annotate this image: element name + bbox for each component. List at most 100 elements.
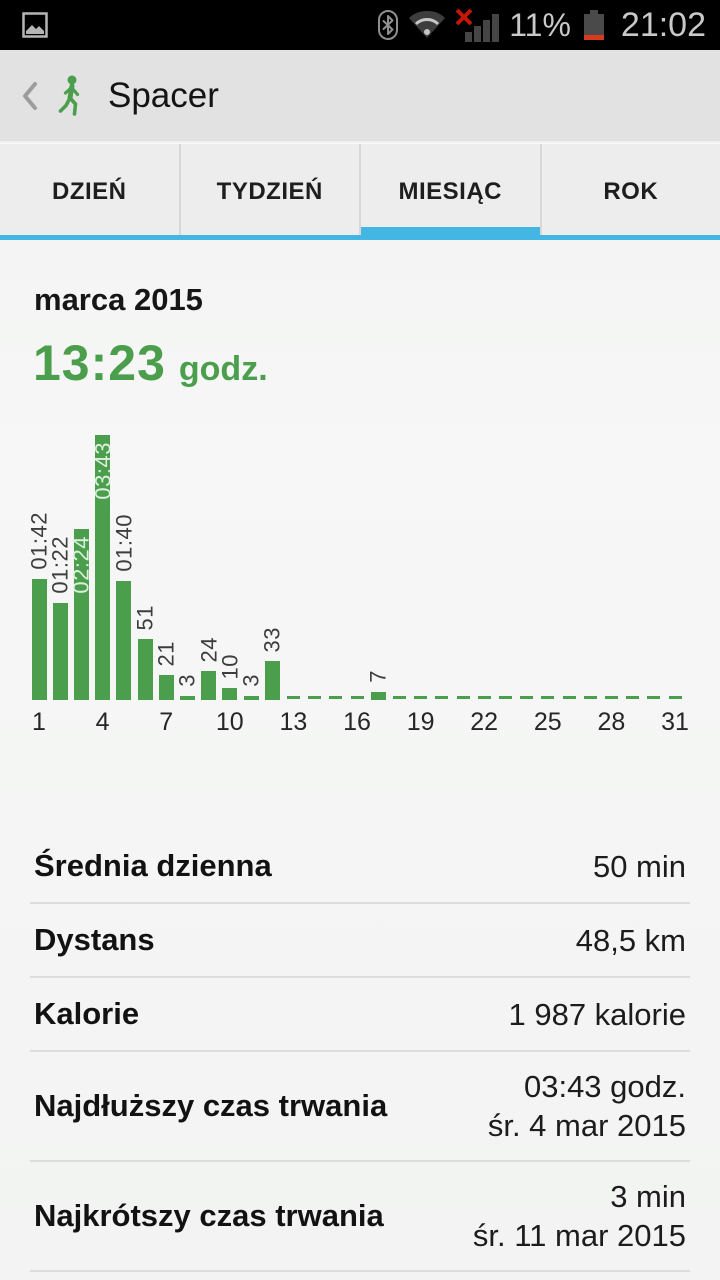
zero-day-dash bbox=[414, 696, 428, 699]
x-axis-label: 31 bbox=[661, 708, 689, 736]
x-axis-label: 1 bbox=[32, 708, 46, 736]
bar-value-label: 33 bbox=[259, 626, 285, 652]
bar-value-label: 01:40 bbox=[111, 514, 137, 572]
stat-value: 03:43 godz. śr. 4 mar 2015 bbox=[488, 1067, 686, 1145]
zero-day-dash bbox=[350, 696, 364, 699]
bar-day-17[interactable] bbox=[370, 692, 386, 700]
zero-day-dash bbox=[541, 696, 555, 699]
stat-value: 3 min śr. 11 mar 2015 bbox=[473, 1177, 686, 1255]
tab-miesiac[interactable]: MIESIĄC bbox=[359, 144, 540, 240]
stat-value: 48,5 km bbox=[575, 922, 686, 958]
bar-value-label: 3 bbox=[174, 674, 200, 687]
stat-value-main: 03:43 godz. bbox=[523, 1069, 686, 1104]
zero-day-dash bbox=[392, 696, 406, 699]
tab-dzien[interactable]: DZIEŃ bbox=[0, 144, 179, 240]
tab-tydzien[interactable]: TYDZIEŃ bbox=[178, 144, 360, 240]
bar-value-label: 7 bbox=[365, 670, 391, 683]
stat-value-sub: śr. 11 mar 2015 bbox=[472, 1218, 686, 1253]
zero-day-dash bbox=[329, 696, 343, 699]
stat-row-shortest: Najkrótszy czas trwania 3 min śr. 11 mar… bbox=[30, 1162, 690, 1272]
zero-day-dash bbox=[668, 696, 682, 699]
x-axis-label: 10 bbox=[215, 708, 244, 736]
stat-label: Średnia dzienna bbox=[34, 848, 272, 883]
bar-day-7[interactable] bbox=[158, 675, 174, 700]
bar-day-3[interactable] bbox=[73, 529, 89, 700]
status-bar: 11% 21:02 bbox=[0, 0, 720, 50]
zero-day-dash bbox=[286, 696, 300, 699]
stat-value: 50 min bbox=[592, 848, 686, 884]
bar-value-label: 51 bbox=[132, 604, 158, 630]
stats-list: Średnia dzienna 50 min Dystans 48,5 km K… bbox=[0, 830, 720, 1272]
x-axis-label: 19 bbox=[406, 708, 435, 736]
bar-chart: 01:42 01:22 02:24 03:43 01:40 51 21 3 24 10 3 33 7 bbox=[0, 432, 720, 700]
zero-day-dash bbox=[583, 696, 597, 699]
page-title: Spacer bbox=[108, 75, 219, 115]
tab-label: MIESIĄC bbox=[398, 178, 502, 205]
zero-day-dash bbox=[308, 696, 322, 699]
stat-row-calories: Kalorie 1 987 kalorie bbox=[30, 978, 690, 1052]
bar-day-5[interactable] bbox=[116, 581, 132, 700]
bar-day-4[interactable] bbox=[95, 435, 111, 700]
stat-row-average: Średnia dzienna 50 min bbox=[30, 830, 690, 904]
bar-day-12[interactable] bbox=[264, 661, 280, 700]
bar-value-label: 21 bbox=[153, 640, 179, 666]
signal-x-icon bbox=[455, 8, 473, 26]
back-chevron-icon bbox=[23, 81, 37, 110]
x-axis-label: 13 bbox=[279, 708, 308, 736]
tabbar-underline bbox=[0, 235, 720, 240]
total-duration: 13:23 godz. bbox=[33, 334, 720, 392]
tab-label: TYDZIEŃ bbox=[216, 178, 323, 205]
bar-value-label: 03:43 bbox=[90, 442, 116, 500]
bar-day-9[interactable] bbox=[201, 671, 217, 700]
clock: 21:02 bbox=[620, 5, 706, 44]
image-notification-icon bbox=[22, 12, 48, 38]
total-unit: godz. bbox=[178, 350, 268, 388]
total-time: 13:23 bbox=[33, 335, 166, 391]
back-button[interactable] bbox=[10, 66, 50, 126]
x-axis: 1 4 7 10 13 16 19 22 25 28 31 bbox=[0, 700, 720, 746]
stat-value-main: 3 min bbox=[610, 1179, 686, 1214]
x-axis-label: 22 bbox=[470, 708, 499, 736]
zero-day-dash bbox=[498, 696, 512, 699]
tab-label: DZIEŃ bbox=[52, 178, 127, 205]
bar-day-1[interactable] bbox=[31, 579, 47, 700]
zero-day-dash bbox=[562, 696, 576, 699]
stat-row-longest: Najdłuższy czas trwania 03:43 godz. śr. … bbox=[30, 1052, 690, 1162]
bar-day-2[interactable] bbox=[52, 603, 68, 700]
bar-value-label: 3 bbox=[238, 674, 264, 687]
battery-percent: 11% bbox=[509, 6, 571, 43]
bar-value-label: 02:24 bbox=[68, 536, 94, 594]
x-axis-label: 7 bbox=[159, 708, 174, 736]
x-axis-label: 28 bbox=[597, 708, 626, 736]
bar-day-11[interactable] bbox=[243, 696, 259, 700]
stat-label: Kalorie bbox=[34, 996, 140, 1031]
walking-person-icon bbox=[58, 75, 80, 116]
bar-day-10[interactable] bbox=[222, 688, 238, 700]
bar-day-6[interactable] bbox=[137, 639, 153, 700]
period-tabbar: DZIEŃ TYDZIEŃ MIESIĄC ROK bbox=[0, 143, 720, 240]
bar-day-8[interactable] bbox=[179, 696, 195, 700]
month-label: marca 2015 bbox=[34, 282, 203, 317]
x-axis-label: 25 bbox=[533, 708, 562, 736]
zero-day-dash bbox=[435, 696, 449, 699]
stat-row-distance: Dystans 48,5 km bbox=[30, 904, 690, 978]
zero-day-dash bbox=[477, 696, 491, 699]
x-axis-label: 4 bbox=[95, 708, 110, 736]
stat-value-sub: śr. 4 mar 2015 bbox=[487, 1108, 686, 1143]
battery-icon bbox=[583, 10, 604, 40]
zero-day-dash bbox=[604, 696, 618, 699]
bluetooth-icon bbox=[378, 10, 399, 40]
tab-label: ROK bbox=[603, 178, 659, 205]
cell-signal-error-icon bbox=[455, 8, 500, 42]
wifi-icon bbox=[409, 11, 446, 38]
stat-label: Dystans bbox=[34, 922, 155, 957]
x-axis-label: 16 bbox=[343, 708, 371, 736]
zero-day-dash bbox=[626, 696, 640, 699]
zero-day-dash bbox=[647, 696, 661, 699]
app-header: Spacer bbox=[0, 50, 720, 143]
stat-label: Najdłuższy czas trwania bbox=[34, 1088, 388, 1123]
stat-value: 1 987 kalorie bbox=[508, 996, 686, 1032]
tab-rok[interactable]: ROK bbox=[539, 144, 720, 240]
stat-label: Najkrótszy czas trwania bbox=[34, 1198, 384, 1233]
zero-day-dash bbox=[456, 696, 470, 699]
